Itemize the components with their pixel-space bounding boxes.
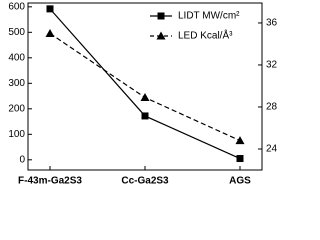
legend-label: LIDT MW/cm² [178, 11, 240, 22]
point [236, 155, 244, 163]
y2-tick-label: 28 [266, 102, 278, 113]
y2-tick-label: 24 [266, 144, 278, 155]
chart: 0 100 200 300 400 500 600 24 28 32 36 F-43m-Ga2S3 Cc… [8, 1, 278, 187]
y-tick-label: 200 [8, 103, 25, 114]
x-tick-label: Cc-Ga2S3 [121, 176, 169, 187]
y-tick-label: 500 [8, 27, 25, 38]
y-tick-label: 300 [8, 78, 25, 89]
y-tick-label: 100 [8, 129, 25, 140]
y2-tick-label: 36 [266, 18, 278, 29]
x-tick-label: F-43m-Ga2S3 [18, 176, 82, 187]
plot-frame [27, 2, 263, 171]
legend-marker [156, 31, 166, 40]
y-tick-label: 400 [8, 52, 25, 63]
y-tick-label: 600 [8, 1, 25, 12]
legend-label: LED Kcal/Å³ [178, 29, 233, 42]
point [45, 28, 55, 37]
point [235, 136, 245, 145]
y2-tick-label: 32 [266, 60, 278, 71]
x-tick-label: AGS [229, 176, 251, 187]
series-line [49, 32, 241, 142]
point [46, 5, 54, 13]
y-tick-label: 0 [19, 154, 25, 165]
point [141, 112, 149, 120]
point [140, 93, 150, 102]
legend-marker [157, 12, 165, 20]
